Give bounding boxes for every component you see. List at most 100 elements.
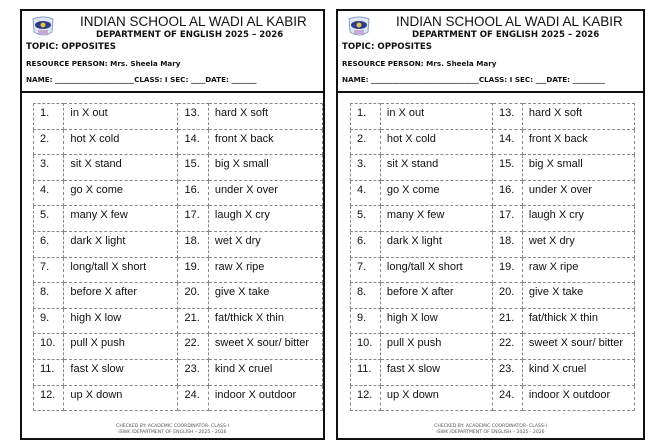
name-class-date-line: NAME: ______________________________CLAS… (342, 75, 605, 84)
opposite-pair: hot X cold (63, 128, 179, 156)
worksheet-left: INDIAN SCHOOL AL WADI AL KABIR DEPARTMEN… (20, 9, 325, 440)
table-row: 6. dark X light 18. wet X dry (350, 230, 636, 258)
item-number: 1. (350, 103, 381, 130)
opposite-pair: long/tall X short (379, 256, 493, 284)
item-number: 17. (177, 205, 209, 232)
opposite-pair: dark X light (63, 230, 179, 258)
opposite-pair: long/tall X short (63, 256, 179, 284)
item-number: 21. (177, 307, 209, 335)
resource-person: RESOURCE PERSON: Mrs. Sheela Mary (342, 59, 497, 68)
opposite-pair: go X come (63, 179, 179, 207)
opposite-pair: give X take (207, 282, 324, 309)
table-row: 3. sit X stand 15. big X small (350, 154, 636, 181)
table-row: 11. fast X slow 23. kind X cruel (32, 358, 324, 386)
footer: CHECKED BY: ACADEMIC COORDINATOR- CLASS-… (338, 424, 643, 436)
opposite-pair: raw X ripe (521, 256, 636, 284)
opposite-pair: fat/thick X thin (521, 307, 636, 335)
table-row: 5. many X few 17. laugh X cry (32, 205, 324, 232)
item-number: 16. (177, 179, 209, 207)
opposite-pair: before X after (63, 282, 179, 309)
item-number: 8. (32, 282, 65, 309)
item-number: 2. (350, 128, 381, 156)
item-number: 2. (32, 128, 65, 156)
table-row: 12. up X down 24. indoor X outdoor (32, 384, 324, 412)
footer-department: ISWK /DEPARTMENT OF ENGLISH – 2025 - 202… (436, 430, 545, 435)
footer-checked-by: CHECKED BY: ACADEMIC COORDINATOR- CLASS-… (434, 424, 547, 429)
opposite-pair: wet X dry (207, 230, 324, 258)
item-number: 6. (32, 230, 65, 258)
name-class-date-line: NAME: ______________________CLASS: I SEC… (26, 75, 257, 84)
opposite-pair: give X take (521, 282, 636, 309)
opposite-pair: laugh X cry (521, 205, 636, 232)
table-row: 10. pull X push 22. sweet X sour/ bitter (32, 333, 324, 360)
opposite-pair: in X out (63, 103, 179, 130)
item-number: 18. (177, 230, 209, 258)
opposite-pair: pull X push (379, 333, 493, 360)
item-number: 17. (491, 205, 523, 232)
item-number: 11. (32, 358, 65, 386)
opposite-pair: front X back (521, 128, 636, 156)
opposite-pair: laugh X cry (207, 205, 324, 232)
item-number: 23. (177, 358, 209, 386)
opposite-pair: front X back (207, 128, 324, 156)
resource-person: RESOURCE PERSON: Mrs. Sheela Mary (26, 59, 181, 68)
table-row: 3. sit X stand 15. big X small (32, 154, 324, 181)
item-number: 3. (32, 154, 65, 181)
table-row: 10. pull X push 22. sweet X sour/ bitter (350, 333, 636, 360)
table-row: 2. hot X cold 14. front X back (32, 128, 324, 156)
item-number: 8. (350, 282, 381, 309)
item-number: 21. (491, 307, 523, 335)
opposite-pair: go X come (379, 179, 493, 207)
school-logo-icon (32, 16, 54, 36)
item-number: 12. (32, 384, 65, 412)
opposite-pair: sweet X sour/ bitter (521, 333, 636, 360)
school-logo-icon (348, 16, 370, 36)
opposite-pair: sweet X sour/ bitter (207, 333, 324, 360)
worksheet-right: INDIAN SCHOOL AL WADI AL KABIR DEPARTMEN… (336, 9, 645, 440)
opposite-pair: sit X stand (63, 154, 179, 181)
opposites-table: 1. in X out 13. hard X soft 2. hot X cold 14. f… (32, 103, 324, 412)
item-number: 15. (177, 154, 209, 181)
opposite-pair: before X after (379, 282, 493, 309)
opposite-pair: sit X stand (379, 154, 493, 181)
item-number: 7. (32, 256, 65, 284)
worksheet-header: INDIAN SCHOOL AL WADI AL KABIR DEPARTMEN… (338, 11, 643, 93)
item-number: 24. (177, 384, 209, 412)
topic: TOPIC: OPPOSITES (342, 42, 432, 52)
opposite-pair: wet X dry (521, 230, 636, 258)
table-row: 1. in X out 13. hard X soft (350, 103, 636, 130)
table-row: 5. many X few 17. laugh X cry (350, 205, 636, 232)
opposite-pair: fat/thick X thin (207, 307, 324, 335)
item-number: 13. (177, 103, 209, 130)
item-number: 5. (350, 205, 381, 232)
opposite-pair: under X over (207, 179, 324, 207)
item-number: 18. (491, 230, 523, 258)
item-number: 19. (177, 256, 209, 284)
item-number: 16. (491, 179, 523, 207)
item-number: 12. (350, 384, 381, 412)
opposite-pair: indoor X outdoor (207, 384, 324, 412)
opposite-pair: hard X soft (521, 103, 636, 130)
opposite-pair: hot X cold (379, 128, 493, 156)
item-number: 5. (32, 205, 65, 232)
item-number: 10. (350, 333, 381, 360)
department: DEPARTMENT OF ENGLISH 2025 – 2026 (96, 30, 284, 40)
opposite-pair: indoor X outdoor (521, 384, 636, 412)
table-row: 7. long/tall X short 19. raw X ripe (32, 256, 324, 284)
table-row: 4. go X come 16. under X over (350, 179, 636, 207)
footer: CHECKED BY: ACADEMIC COORDINATOR- CLASS-… (22, 424, 323, 436)
table-row: 2. hot X cold 14. front X back (350, 128, 636, 156)
item-number: 14. (177, 128, 209, 156)
opposite-pair: under X over (521, 179, 636, 207)
table-row: 1. in X out 13. hard X soft (32, 103, 324, 130)
opposite-pair: hard X soft (207, 103, 324, 130)
opposite-pair: pull X push (63, 333, 179, 360)
item-number: 24. (491, 384, 523, 412)
opposite-pair: up X down (63, 384, 179, 412)
opposite-pair: fast X slow (63, 358, 179, 386)
table-row: 7. long/tall X short 19. raw X ripe (350, 256, 636, 284)
item-number: 3. (350, 154, 381, 181)
table-row: 9. high X low 21. fat/thick X thin (32, 307, 324, 335)
item-number: 9. (350, 307, 381, 335)
item-number: 4. (32, 179, 65, 207)
